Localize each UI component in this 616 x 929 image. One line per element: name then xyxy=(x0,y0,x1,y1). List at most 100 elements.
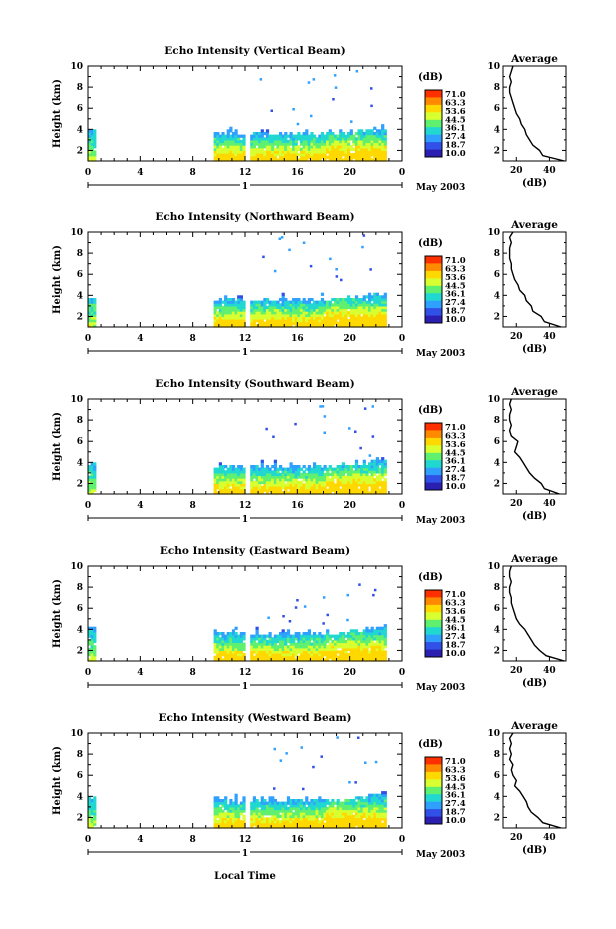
heatmap-cell xyxy=(378,129,382,133)
heatmap-cell xyxy=(315,311,319,315)
heatmap-cell xyxy=(360,817,364,821)
heatmap-cell xyxy=(354,321,359,325)
heatmap-cell xyxy=(286,305,291,310)
heatmap-cell xyxy=(226,316,230,320)
heatmap-cell xyxy=(279,639,283,644)
heatmap-cell xyxy=(365,483,369,487)
heatmap-cell xyxy=(349,817,353,821)
heatmap-cell xyxy=(90,313,94,317)
heatmap-cell xyxy=(231,145,236,149)
heatmap-cell xyxy=(268,316,272,320)
heatmap-cell xyxy=(250,653,254,657)
heatmap-cell xyxy=(279,480,283,484)
heatmap-cell xyxy=(373,319,377,323)
heatmap-cell xyxy=(352,799,356,803)
heatmap-cell xyxy=(271,147,275,151)
heatmap-cell xyxy=(297,480,301,484)
heatmap-cell xyxy=(297,822,301,826)
heatmap-cell xyxy=(281,303,285,307)
heatmap-cell xyxy=(90,153,94,157)
heatmap-cell xyxy=(344,655,348,659)
heatmap-cell xyxy=(231,488,236,492)
heatmap-cell xyxy=(284,825,288,829)
heatmap-cell xyxy=(315,153,319,157)
heatmap-cell xyxy=(255,134,259,138)
heatmap-cell xyxy=(276,147,280,151)
heatmap-cell xyxy=(255,305,259,310)
heatmap-cell xyxy=(336,321,340,325)
heatmap-cell xyxy=(357,158,361,162)
heatmap-cell xyxy=(255,465,259,469)
heatmap-cell xyxy=(252,475,256,479)
heatmap-cell xyxy=(250,158,254,162)
heatmap-cell xyxy=(231,137,236,141)
heatmap-cell xyxy=(383,311,387,315)
profile-y-tick-label: 4 xyxy=(494,291,500,301)
heatmap-cell xyxy=(331,475,335,479)
heatmap-cell xyxy=(224,647,228,651)
heatmap-cell xyxy=(341,475,345,479)
heatmap-cell xyxy=(378,475,382,479)
heatmap-cell xyxy=(331,313,335,317)
heatmap-cell xyxy=(383,313,387,317)
heatmap-cell xyxy=(297,467,301,471)
heatmap-cell xyxy=(310,637,314,641)
heatmap-cell xyxy=(296,599,299,602)
heatmap-cell xyxy=(252,806,256,811)
heatmap-cell xyxy=(282,615,285,618)
heatmap-cell xyxy=(339,488,343,492)
heatmap-cell xyxy=(331,825,335,829)
heatmap-cell xyxy=(305,303,309,307)
heatmap-cell xyxy=(294,486,298,490)
heatmap-cell xyxy=(362,132,366,136)
heatmap-cell xyxy=(315,465,319,469)
heatmap-cell xyxy=(265,645,270,649)
heatmap-cell xyxy=(362,822,366,826)
colorbar-tick-label: 18.7 xyxy=(445,141,466,151)
heatmap-cell xyxy=(242,137,246,141)
heatmap-cell xyxy=(271,142,275,146)
heatmap-cell xyxy=(281,150,285,154)
heatmap-cell xyxy=(305,132,309,136)
heatmap-cell xyxy=(315,324,319,328)
heatmap-cell xyxy=(365,634,369,638)
heatmap-cell xyxy=(349,153,353,157)
heatmap-cell xyxy=(273,142,277,146)
y-tick-label: 6 xyxy=(77,437,83,447)
heatmap-cell xyxy=(229,806,233,811)
heatmap-cell xyxy=(349,137,353,141)
heatmap-cell xyxy=(237,637,241,641)
heatmap-cell xyxy=(363,407,367,410)
heatmap-cell xyxy=(302,642,306,646)
heatmap-cell xyxy=(292,804,296,808)
heatmap-cell xyxy=(221,491,225,495)
heatmap-cell xyxy=(381,809,385,813)
heatmap-cell xyxy=(297,475,301,479)
heatmap-cell xyxy=(307,316,311,320)
heatmap-cell xyxy=(263,806,267,811)
heatmap-cell xyxy=(294,606,298,609)
heatmap-cell xyxy=(383,825,387,829)
heatmap-cell xyxy=(365,814,369,818)
heatmap-cell xyxy=(336,467,340,471)
heatmap-cell xyxy=(349,300,353,304)
heatmap-cell xyxy=(289,799,293,803)
heatmap-cell xyxy=(348,427,351,430)
heatmap-cell xyxy=(381,799,385,803)
heatmap-cell xyxy=(279,488,283,492)
heatmap-cell xyxy=(90,629,94,633)
heatmap-cell xyxy=(294,316,298,320)
heatmap-cell xyxy=(231,825,236,829)
heatmap-cell xyxy=(273,467,277,471)
heatmap-cell xyxy=(315,817,319,821)
heatmap-cell xyxy=(318,137,322,141)
heatmap-cell xyxy=(93,139,97,144)
heatmap-cell xyxy=(328,153,332,157)
heatmap-cell xyxy=(305,153,309,157)
heatmap-cell xyxy=(263,647,267,651)
heatmap-cell xyxy=(237,634,241,638)
heatmap-cell xyxy=(234,799,238,803)
heatmap-cell xyxy=(373,292,377,296)
heatmap-cell xyxy=(252,465,256,469)
heatmap-cell xyxy=(292,303,296,307)
